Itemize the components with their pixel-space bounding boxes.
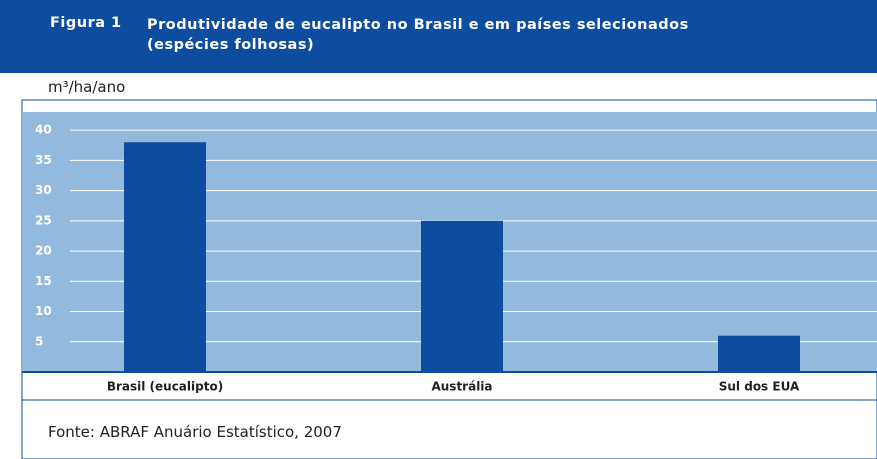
y-tick-label: 40 <box>35 123 52 137</box>
y-tick-label: 20 <box>35 244 52 258</box>
source: Fonte: ABRAF Anuário Estatístico, 2007 <box>48 423 342 441</box>
x-tick-label: Sul dos EUA <box>719 380 800 394</box>
bar <box>718 335 800 372</box>
y-tick-label: 15 <box>35 274 52 288</box>
x-tick-label: Brasil (eucalipto) <box>107 380 223 394</box>
x-tick-label: Austrália <box>431 380 492 394</box>
header <box>0 0 877 73</box>
y-tick-label: 10 <box>35 304 52 318</box>
y-tick-label: 35 <box>35 153 52 167</box>
y-axis-label: m³/ha/ano <box>48 78 126 96</box>
y-tick-label: 25 <box>35 213 52 227</box>
chart-title: Produtividade de eucalipto no Brasil e e… <box>147 17 689 53</box>
bar <box>421 220 503 372</box>
figure-label: Figura 1 <box>50 15 122 31</box>
y-tick-label: 5 <box>35 334 43 348</box>
y-tick-label: 30 <box>35 183 52 197</box>
bar <box>124 142 206 372</box>
